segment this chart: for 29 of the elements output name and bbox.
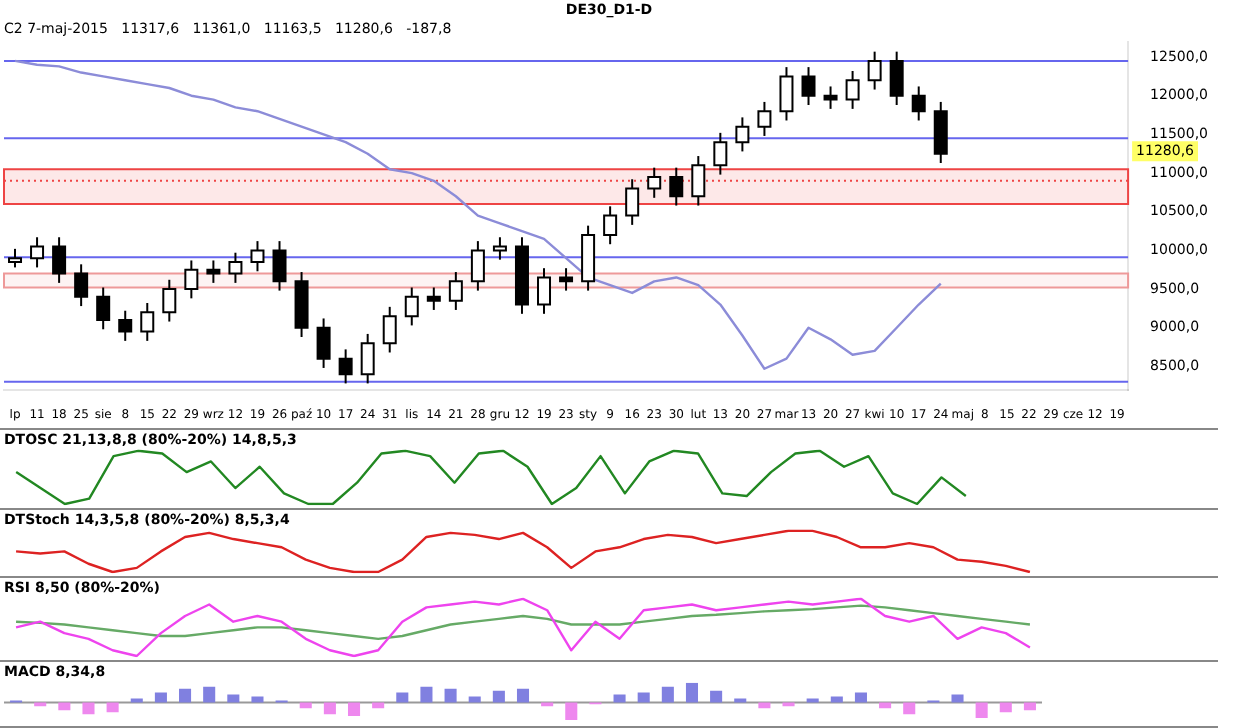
bar bbox=[637, 692, 650, 703]
bar bbox=[444, 688, 457, 703]
bar bbox=[685, 682, 699, 703]
bar bbox=[975, 702, 988, 719]
bar bbox=[203, 686, 216, 703]
bar bbox=[879, 702, 892, 709]
bar bbox=[58, 702, 71, 711]
bar bbox=[661, 686, 674, 703]
bar bbox=[420, 686, 433, 703]
bar bbox=[516, 688, 530, 703]
bar bbox=[999, 702, 1012, 713]
bar bbox=[251, 696, 264, 703]
bar bbox=[347, 702, 361, 717]
bar bbox=[565, 702, 578, 721]
bar bbox=[710, 690, 723, 703]
bar bbox=[179, 688, 192, 703]
bar bbox=[299, 702, 312, 709]
bar bbox=[372, 702, 385, 709]
bar bbox=[903, 702, 916, 715]
bar bbox=[154, 692, 167, 703]
bar bbox=[854, 692, 867, 703]
bar bbox=[82, 702, 95, 715]
bar bbox=[492, 690, 505, 703]
bar bbox=[951, 694, 964, 703]
bar bbox=[323, 702, 336, 715]
bar bbox=[396, 692, 409, 703]
bar bbox=[1023, 702, 1036, 711]
bar bbox=[106, 702, 119, 713]
bar bbox=[758, 702, 771, 709]
